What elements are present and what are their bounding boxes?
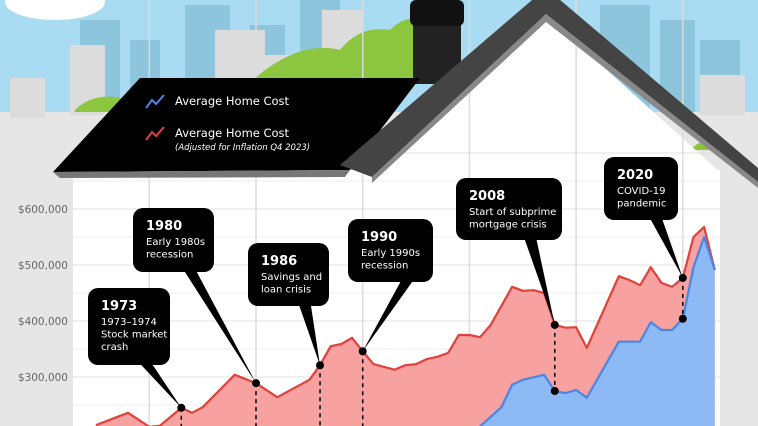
event-dot <box>550 320 559 329</box>
red-line-chart-icon <box>145 126 165 141</box>
callout-text: COVID-19 <box>617 186 666 197</box>
callout-text: crash <box>101 342 128 353</box>
y-tick-label: $600,000 <box>18 204 68 216</box>
callout-text: pandemic <box>617 199 666 210</box>
callout-year: 1990 <box>361 230 397 245</box>
callout-text: Savings and <box>261 272 322 283</box>
event-dot <box>550 387 559 395</box>
callout-pointer <box>183 270 256 384</box>
event-dot <box>678 314 687 323</box>
event-dot <box>316 361 325 370</box>
callout-text: recession <box>146 250 193 261</box>
callout-text: Start of subprime <box>469 207 556 218</box>
left-roof-edge <box>53 170 350 178</box>
chimney-cap <box>410 0 464 26</box>
callout-text: 1973–1974 <box>101 317 157 328</box>
event-dot <box>252 379 260 388</box>
callout-pointer <box>139 363 182 408</box>
event-dot <box>177 403 186 412</box>
callout-text: recession <box>361 261 408 272</box>
legend: Average Home Cost Average Home Cost (Adj… <box>145 94 310 153</box>
callout-year: 1980 <box>146 219 182 234</box>
legend-label: Average Home Cost <box>175 126 290 140</box>
cloud <box>5 0 105 20</box>
callout-pointer <box>298 304 321 366</box>
callout-box <box>88 288 170 365</box>
callout-year: 1973 <box>101 299 137 314</box>
y-axis: $600,000 $500,000 $400,000 $300,000 <box>18 204 68 384</box>
series-area-nominal <box>480 237 715 426</box>
callout-year: 1986 <box>261 254 297 269</box>
y-tick-label: $500,000 <box>18 260 68 272</box>
callout-box <box>133 208 214 272</box>
event-dot <box>678 273 687 282</box>
bush <box>255 18 420 80</box>
callout-pointer <box>362 280 414 352</box>
series-line-inflation-adjusted <box>95 225 716 426</box>
callout-year: 2020 <box>617 168 653 183</box>
legend-item-nominal: Average Home Cost <box>145 94 290 109</box>
left-roof <box>53 78 420 172</box>
gable-roof <box>340 0 758 182</box>
series-area-inflation-adjusted <box>95 226 715 426</box>
callout-text: Stock market <box>101 330 167 341</box>
annotation-2020: 2020 COVID-19 pandemic <box>604 157 687 323</box>
callout-pointer <box>524 238 555 325</box>
callout-box <box>348 219 433 282</box>
callout-box <box>248 243 329 306</box>
legend-sublabel: (Adjusted for Inflation Q4 2023) <box>175 143 310 153</box>
annotation-1980: 1980 Early 1980s recession <box>133 208 260 426</box>
callout-box <box>456 178 562 240</box>
callout-box <box>604 157 678 220</box>
annotation-2008: 2008 Start of subprime mortgage crisis <box>456 178 562 395</box>
annotation-1990: 1990 Early 1990s recession <box>348 219 433 426</box>
callout-pointer <box>649 218 683 278</box>
callout-text: loan crisis <box>261 285 311 296</box>
blue-line-chart-icon <box>145 94 165 109</box>
callout-year: 2008 <box>469 189 505 204</box>
legend-item-inflation-adjusted: Average Home Cost (Adjusted for Inflatio… <box>145 126 310 153</box>
legend-label: Average Home Cost <box>175 94 290 108</box>
house-gable <box>375 15 720 172</box>
event-dot <box>358 347 367 356</box>
y-tick-label: $300,000 <box>18 372 68 384</box>
y-tick-label: $400,000 <box>18 316 68 328</box>
annotation-1986: 1986 Savings and loan crisis <box>248 243 329 426</box>
callout-text: Early 1980s <box>146 237 205 248</box>
callout-text: Early 1990s <box>361 248 420 259</box>
callout-text: mortgage crisis <box>469 220 547 231</box>
